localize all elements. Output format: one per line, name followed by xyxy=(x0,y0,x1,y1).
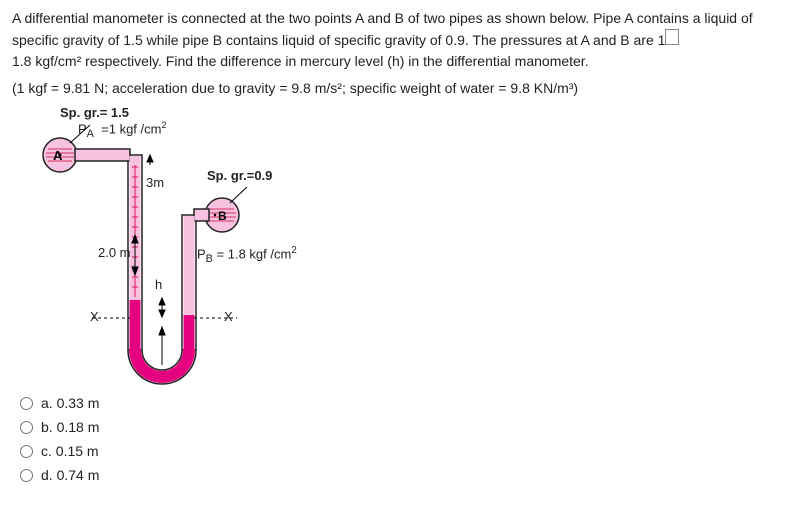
option-d-label: d. 0.74 m xyxy=(41,467,99,483)
q-line1: A differential manometer is connected at… xyxy=(12,10,753,26)
option-a-label: a. 0.33 m xyxy=(41,395,99,411)
pipeB-pressure-label: PB = 1.8 kgf /cm2 xyxy=(197,245,297,265)
blank-input[interactable] xyxy=(665,29,679,45)
option-d[interactable]: d. 0.74 m xyxy=(20,467,788,483)
dim-2m: 2.0 m xyxy=(98,245,131,260)
option-d-radio[interactable] xyxy=(20,469,33,482)
option-c-label: c. 0.15 m xyxy=(41,443,99,459)
svg-text:A: A xyxy=(53,148,63,163)
q-line3: 1.8 kgf/cm² respectively. Find the diffe… xyxy=(12,53,589,69)
svg-text:B: B xyxy=(218,209,227,223)
pipeB-sg-label: Sp. gr.=0.9 xyxy=(207,168,272,183)
option-a-radio[interactable] xyxy=(20,397,33,410)
option-b-radio[interactable] xyxy=(20,421,33,434)
q-line2: specific gravity of 1.5 while pipe B con… xyxy=(12,32,665,48)
option-b-label: b. 0.18 m xyxy=(41,419,99,435)
options-block: a. 0.33 m b. 0.18 m c. 0.15 m d. 0.74 m xyxy=(20,395,788,483)
option-c-radio[interactable] xyxy=(20,445,33,458)
x-right: X xyxy=(224,309,233,324)
option-b[interactable]: b. 0.18 m xyxy=(20,419,788,435)
manometer-figure: Sp. gr.= 1.5 PA =1 kgf /cm2 A B xyxy=(42,105,422,385)
option-c[interactable]: c. 0.15 m xyxy=(20,443,788,459)
question-block: A differential manometer is connected at… xyxy=(12,8,788,72)
q-line4: (1 kgf = 9.81 N; acceleration due to gra… xyxy=(12,78,788,99)
down-arrow-icon: ↓ xyxy=(131,261,137,275)
dim-3m: 3m xyxy=(146,175,164,190)
x-left: X xyxy=(90,309,99,324)
option-a[interactable]: a. 0.33 m xyxy=(20,395,788,411)
dim-h: h xyxy=(155,277,162,292)
